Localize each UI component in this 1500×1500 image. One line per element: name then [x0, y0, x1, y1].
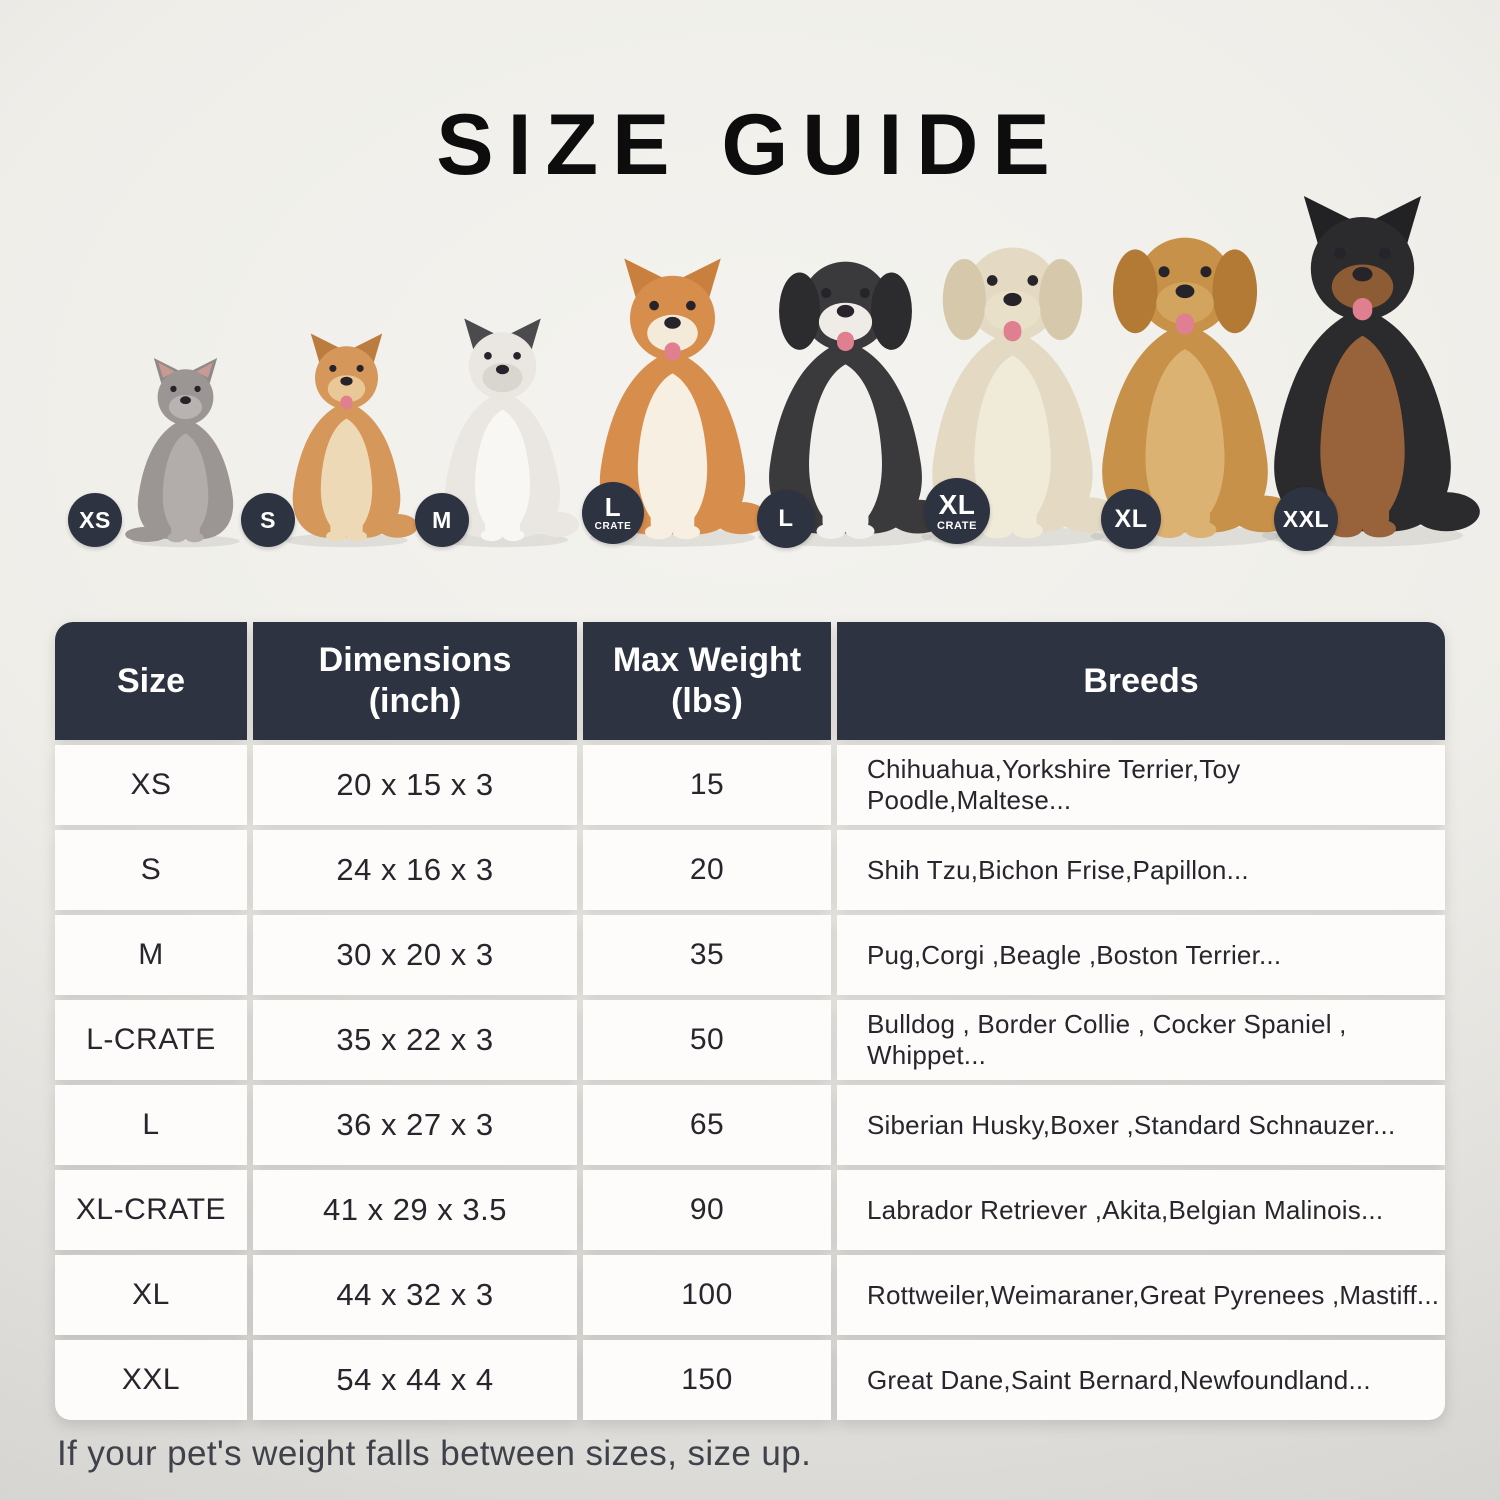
- cell-max-weight: 20: [583, 830, 831, 910]
- cell-size: L: [55, 1085, 247, 1165]
- cell-dimensions: 35 x 22 x 3: [253, 1000, 577, 1080]
- size-table: Size Dimensions (inch) Max Weight (lbs) …: [55, 622, 1445, 1420]
- cell-max-weight: 65: [583, 1085, 831, 1165]
- cell-breeds: Shih Tzu,Bichon Frise,Papillon...: [837, 830, 1445, 910]
- cell-breeds: Labrador Retriever ,Akita,Belgian Malino…: [837, 1170, 1445, 1250]
- size-badge-label: XXL: [1282, 505, 1330, 532]
- size-badge-label: L: [604, 492, 622, 522]
- pets-row: XS S: [0, 185, 1500, 551]
- col-header-breeds: Breeds: [837, 622, 1445, 740]
- cell-dimensions: 24 x 16 x 3: [253, 830, 577, 910]
- cell-breeds: Pug,Corgi ,Beagle ,Boston Terrier...: [837, 915, 1445, 995]
- pet-figure-doberman: [1245, 196, 1480, 548]
- cell-max-weight: 15: [583, 745, 831, 825]
- size-badge-l-crate: L CRATE: [582, 482, 644, 544]
- pet-figure-border-collie: [744, 243, 947, 548]
- size-badge-sub-label: CRATE: [936, 519, 978, 532]
- cell-breeds: Rottweiler,Weimaraner,Great Pyrenees ,Ma…: [837, 1255, 1445, 1335]
- size-badge-label: XL: [938, 488, 976, 520]
- cell-dimensions: 36 x 27 x 3: [253, 1085, 577, 1165]
- size-badge-l: L: [757, 490, 815, 548]
- size-badge-xs: XS: [68, 493, 122, 547]
- cell-dimensions: 44 x 32 x 3: [253, 1255, 577, 1335]
- cell-dimensions: 30 x 20 x 3: [253, 915, 577, 995]
- pet-figure-golden-retriever: [1075, 218, 1295, 548]
- pet-figure-french-bulldog: [426, 318, 579, 548]
- pet-figure-cat: [122, 358, 249, 548]
- pet-figure-pomeranian: [275, 333, 418, 548]
- col-header-size: Size: [55, 622, 247, 740]
- cell-size: XXL: [55, 1340, 247, 1420]
- size-badge-label: XL: [1114, 504, 1148, 533]
- cell-size: L-CRATE: [55, 1000, 247, 1080]
- size-badge-xl-crate: XL CRATE: [924, 478, 990, 544]
- pet-figure-shiba-inu: [576, 258, 769, 548]
- cell-dimensions: 20 x 15 x 3: [253, 745, 577, 825]
- cell-size: M: [55, 915, 247, 995]
- size-badge-xl: XL: [1101, 489, 1161, 549]
- col-header-dimensions: Dimensions (inch): [253, 622, 577, 740]
- cell-max-weight: 35: [583, 915, 831, 995]
- cell-max-weight: 100: [583, 1255, 831, 1335]
- cell-breeds: Great Dane,Saint Bernard,Newfoundland...: [837, 1340, 1445, 1420]
- pet-figure-labrador: [906, 228, 1119, 548]
- size-badge-sub-label: CRATE: [594, 521, 632, 532]
- cell-size: XS: [55, 745, 247, 825]
- col-header-max-weight: Max Weight (lbs): [583, 622, 831, 740]
- size-badge-s: S: [241, 493, 295, 547]
- cell-breeds: Siberian Husky,Boxer ,Standard Schnauzer…: [837, 1085, 1445, 1165]
- cell-max-weight: 50: [583, 1000, 831, 1080]
- cell-breeds: Chihuahua,Yorkshire Terrier,Toy Poodle,M…: [837, 745, 1445, 825]
- cell-max-weight: 90: [583, 1170, 831, 1250]
- size-badge-m: M: [415, 493, 469, 547]
- cell-dimensions: 54 x 44 x 4: [253, 1340, 577, 1420]
- cell-size: XL: [55, 1255, 247, 1335]
- cell-max-weight: 150: [583, 1340, 831, 1420]
- cell-breeds: Bulldog , Border Collie , Cocker Spaniel…: [837, 1000, 1445, 1080]
- cell-dimensions: 41 x 29 x 3.5: [253, 1170, 577, 1250]
- size-badge-label: L: [778, 505, 794, 532]
- sizing-note: If your pet's weight falls between sizes…: [57, 1434, 812, 1473]
- size-badge-xxl: XXL: [1274, 487, 1338, 551]
- page-title: SIZE GUIDE: [436, 97, 1064, 193]
- cell-size: XL-CRATE: [55, 1170, 247, 1250]
- size-badge-label: S: [260, 506, 276, 533]
- size-badge-label: M: [432, 506, 452, 533]
- size-badge-label: XS: [79, 506, 111, 533]
- cell-size: S: [55, 830, 247, 910]
